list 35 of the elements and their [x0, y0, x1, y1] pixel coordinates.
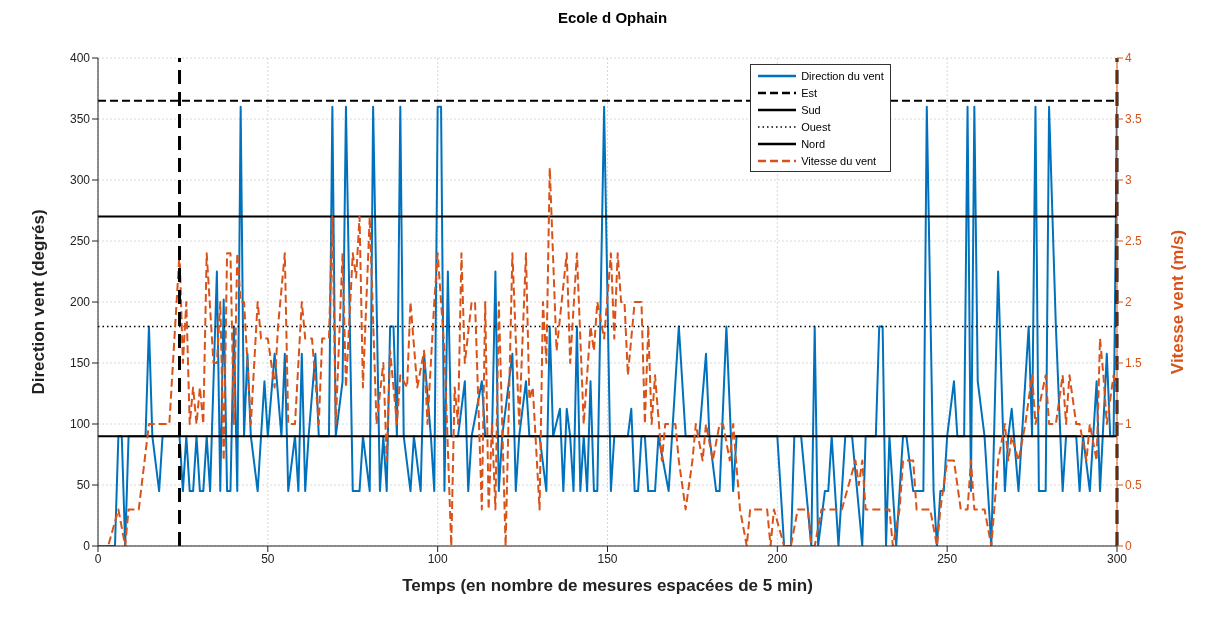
y2-tick-label: 0.5 — [1125, 478, 1143, 493]
x-tick-label: 50 — [261, 551, 275, 566]
y-tick-label: 100 — [69, 417, 91, 432]
x-axis-title: Temps (en nombre de mesures espacées de 5 min) — [402, 576, 813, 595]
y-tick-label: 50 — [76, 478, 91, 493]
y-axis-title: Direction vent (degrés) — [29, 209, 49, 395]
legend-label: Sud — [801, 103, 821, 116]
x-tick-label: 100 — [427, 551, 448, 566]
legend-label: Direction du vent — [801, 69, 884, 82]
y-tick-label: 350 — [69, 112, 91, 127]
x-tick-label: 250 — [937, 551, 958, 566]
chart-title: Ecole d Ophain — [556, 8, 669, 28]
y2-tick-label: 4 — [1125, 51, 1132, 66]
y2-tick-label: 1.5 — [1125, 356, 1143, 371]
legend-label: Ouest — [801, 120, 831, 133]
y2-tick-label: 3 — [1125, 173, 1132, 188]
y-tick-label: 150 — [69, 356, 91, 371]
legend-label: Est — [801, 86, 818, 99]
x-tick-label: 200 — [767, 551, 788, 566]
y2-axis-title: Vitesse vent (m/s) — [1168, 229, 1188, 375]
legend-label: Vitesse du vent — [801, 154, 877, 167]
x-tick-label: 300 — [1106, 551, 1128, 566]
y2-tick-label: 3.5 — [1125, 112, 1143, 127]
y2-tick-label: 2.5 — [1125, 234, 1143, 249]
y2-tick-label: 1 — [1125, 417, 1132, 432]
y-tick-label: 300 — [69, 173, 91, 188]
y-tick-label: 400 — [69, 51, 91, 66]
y-tick-label: 200 — [69, 295, 91, 310]
legend-label: Nord — [801, 137, 825, 150]
y-tick-label: 0 — [83, 539, 91, 554]
y-tick-label: 250 — [69, 234, 91, 249]
y2-tick-label: 2 — [1125, 295, 1132, 310]
x-tick-label: 0 — [94, 551, 102, 566]
x-tick-label: 150 — [597, 551, 618, 566]
y2-tick-label: 0 — [1125, 539, 1132, 554]
